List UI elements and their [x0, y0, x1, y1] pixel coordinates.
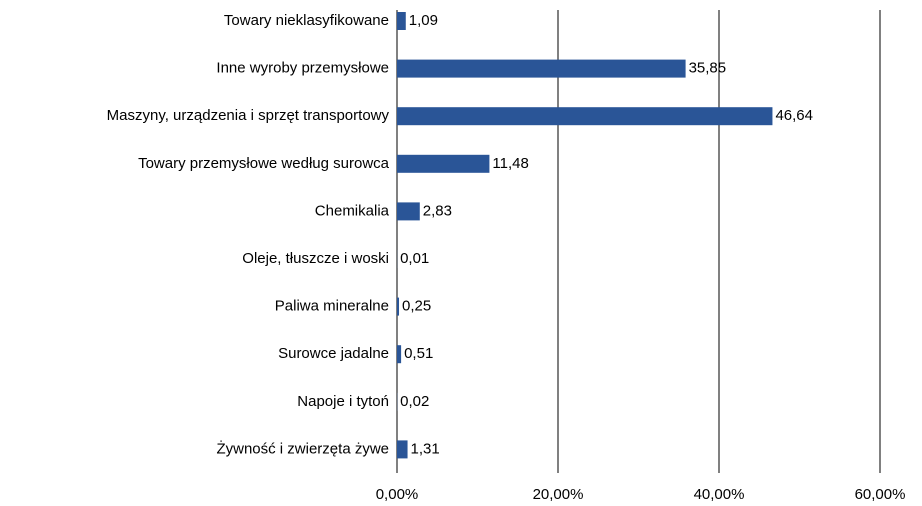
- data-label: 1,31: [411, 440, 440, 457]
- x-tick-label: 60,00%: [855, 486, 906, 503]
- x-tick-label: 20,00%: [533, 486, 584, 503]
- bar: [397, 345, 402, 364]
- data-label: 46,64: [775, 107, 813, 124]
- y-tick-label: Chemikalia: [315, 202, 390, 219]
- y-tick-label: Towary nieklasyfikowane: [224, 12, 389, 29]
- y-tick-label: Surowce jadalne: [278, 345, 389, 362]
- bar: [397, 12, 406, 30]
- bar: [397, 107, 773, 126]
- data-label: 0,25: [402, 298, 431, 315]
- bar: [397, 297, 400, 316]
- y-tick-label: Oleje, tłuszcze i woski: [242, 250, 389, 267]
- data-label: 11,48: [492, 155, 528, 172]
- data-label: 1,09: [409, 12, 438, 29]
- y-tick-label: Napoje i tytoń: [297, 393, 389, 410]
- bar: [397, 202, 420, 221]
- x-tick-label: 40,00%: [694, 486, 745, 503]
- x-tick-label: 0,00%: [376, 486, 419, 503]
- y-tick-label: Towary przemysłowe według surowca: [138, 155, 390, 172]
- y-tick-label: Paliwa mineralne: [275, 298, 389, 315]
- data-label: 2,83: [423, 202, 452, 219]
- bar: [397, 59, 686, 78]
- data-label: 0,51: [404, 345, 433, 362]
- bar: [397, 440, 408, 459]
- data-label: 0,01: [400, 250, 429, 267]
- y-tick-label: Żywność i zwierzęta żywe: [216, 439, 389, 457]
- bar: [397, 154, 490, 173]
- y-tick-label: Maszyny, urządzenia i sprzęt transportow…: [107, 107, 390, 124]
- data-label: 35,85: [689, 60, 727, 77]
- y-tick-label: Inne wyroby przemysłowe: [216, 60, 389, 77]
- data-label: 0,02: [400, 393, 429, 410]
